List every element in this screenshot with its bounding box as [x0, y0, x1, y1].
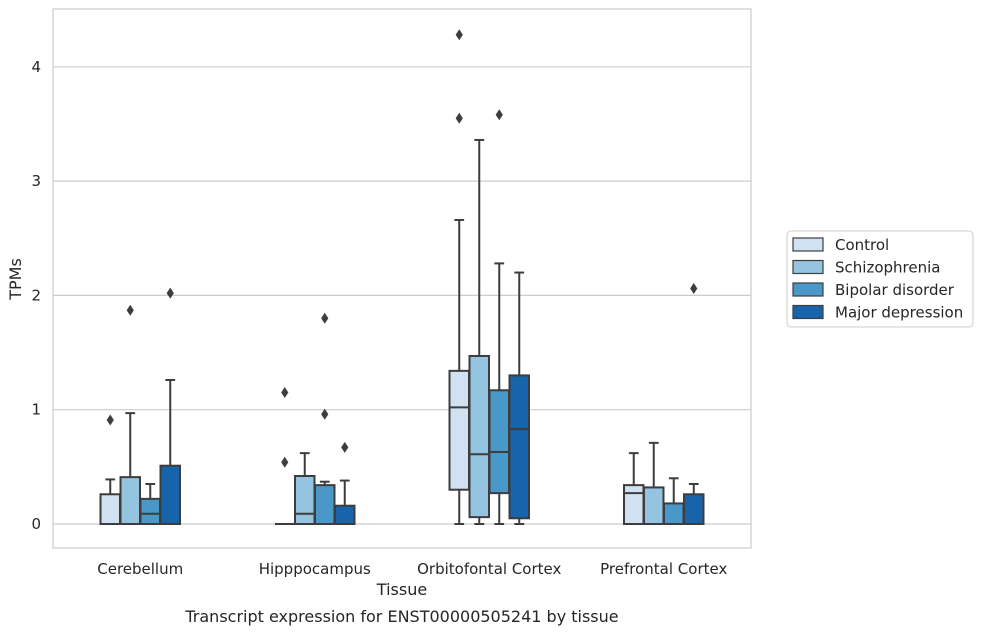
box-major-depression: [683, 283, 705, 526]
box-control: [99, 414, 121, 526]
legend-swatch: [792, 259, 824, 275]
outlier-marker: [321, 408, 329, 420]
box-body: [314, 484, 336, 525]
chart-caption: Transcript expression for ENST0000050524…: [184, 607, 618, 626]
outlier-marker: [455, 29, 463, 41]
outlier-marker: [281, 456, 289, 468]
x-tick-label: Prefrontal Cortex: [600, 560, 727, 578]
legend-frame: [786, 230, 974, 328]
box-body: [294, 474, 316, 525]
box-body: [663, 502, 685, 525]
y-tick-labels: 0 1 2 3 4: [31, 58, 41, 533]
legend-label: Bipolar disorder: [835, 281, 955, 299]
y-axis-title: TPMs: [6, 258, 25, 301]
outlier-marker: [495, 109, 503, 121]
box-body: [683, 493, 705, 526]
outlier-marker: [455, 112, 463, 124]
legend-swatch: [792, 237, 824, 252]
box-bipolar-disorder: [663, 477, 685, 525]
x-axis-title: Tissue: [376, 580, 427, 599]
y-tick-label: 1: [31, 401, 41, 419]
outlier-marker: [166, 287, 174, 299]
y-tick-label: 2: [31, 286, 41, 304]
x-tick-label: Orbitofontal Cortex: [417, 560, 561, 578]
plot-frame: [52, 8, 752, 549]
box-major-depression: [334, 441, 356, 526]
box-body: [119, 476, 141, 525]
box-body: [508, 374, 530, 520]
outlier-marker: [690, 283, 698, 295]
x-tick-label: Cerebellum: [97, 560, 183, 578]
box-control: [623, 452, 645, 525]
box-groups: [99, 29, 705, 526]
box-body: [448, 369, 470, 491]
box-body: [488, 389, 510, 495]
outlier-marker: [321, 312, 329, 324]
legend-label: Schizophrenia: [835, 259, 940, 277]
box-bipolar-disorder: [488, 109, 510, 525]
outlier-marker: [341, 441, 349, 453]
legend-swatch: [792, 304, 824, 320]
box-body: [468, 354, 490, 519]
x-tick-label: Hipppocampus: [259, 560, 371, 578]
y-tick-label: 4: [31, 58, 41, 76]
box-body: [623, 484, 645, 525]
outlier-marker: [106, 414, 114, 426]
box-body: [139, 497, 161, 526]
box-body: [334, 504, 356, 526]
x-tick-labels: Cerebellum Hipppocampus Orbitofontal Corte…: [97, 560, 727, 578]
legend-label: Major depression: [835, 304, 963, 322]
box-body: [99, 493, 121, 526]
legend-swatch: [792, 282, 824, 297]
box-bipolar-disorder: [314, 312, 336, 525]
y-tick-label: 3: [31, 172, 41, 190]
box-body: [643, 486, 665, 526]
legend: Control Schizophrenia Bipolar disorder Majo…: [786, 230, 974, 328]
outlier-marker: [281, 387, 289, 399]
outlier-marker: [126, 304, 134, 316]
box-major-depression: [159, 287, 181, 525]
legend-label: Control: [835, 236, 889, 254]
box-schizophrenia: [294, 452, 316, 525]
y-tick-label: 0: [31, 515, 41, 533]
plot-background: [53, 9, 751, 548]
box-control: [275, 387, 295, 525]
box-body: [159, 464, 181, 525]
box-major-depression: [508, 271, 530, 525]
legend-items: Control Schizophrenia Bipolar disorder Majo…: [792, 236, 963, 322]
